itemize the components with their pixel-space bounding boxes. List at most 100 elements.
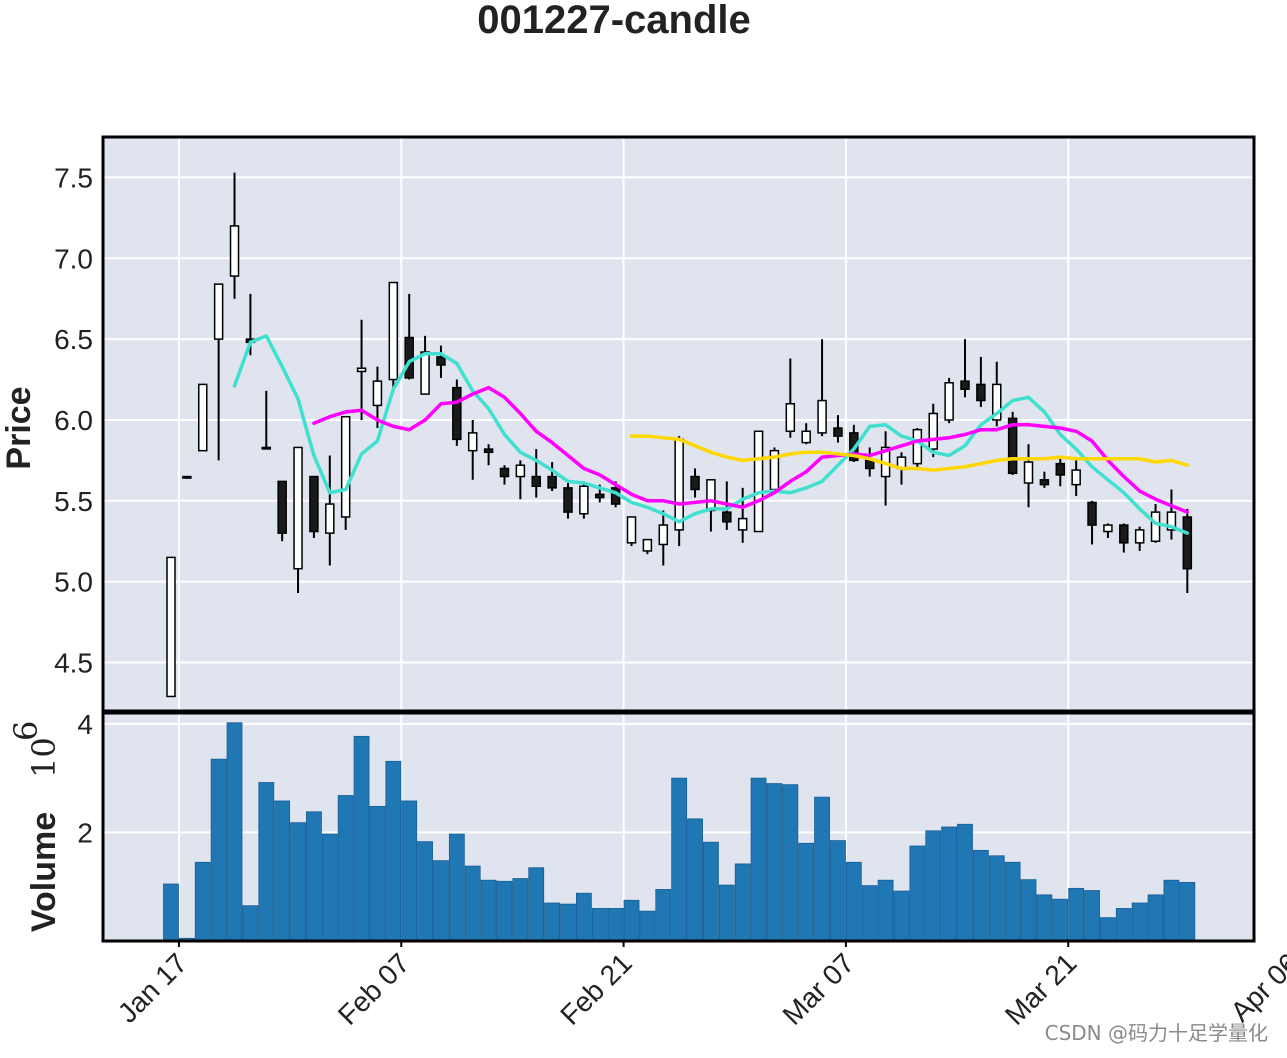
volume-bar [766, 783, 783, 942]
price-y-tick-label: 4.5 [54, 647, 93, 678]
candle-body-down [483, 448, 494, 454]
candle-body-up [420, 351, 430, 395]
candle [1119, 523, 1129, 553]
candle-body-up [928, 412, 938, 450]
price-vertical-gridlines [177, 137, 1070, 711]
candle [944, 377, 954, 424]
candle-body-up [706, 479, 716, 512]
candle [198, 383, 208, 452]
volume-bar [560, 903, 576, 942]
volume-bar [417, 841, 433, 942]
candle-body-down [690, 475, 700, 491]
volume-bar [464, 865, 481, 942]
candle-body-down [499, 467, 510, 478]
candle [483, 444, 494, 466]
volume-exponent-power: 6 [7, 721, 45, 741]
volume-bar [321, 833, 338, 942]
price-panel-frame [101, 135, 1256, 713]
volume-bar [353, 735, 370, 942]
candle-body-up [753, 430, 764, 533]
x-tick-label: Feb 21 [554, 947, 638, 1031]
candle [833, 415, 843, 443]
candle [912, 428, 923, 469]
candle-body-up [1071, 469, 1081, 486]
candle-body-up [944, 382, 954, 421]
moving-average-line [312, 385, 1190, 514]
candle [642, 538, 653, 555]
candle-body-down [1182, 516, 1193, 570]
volume-bar [544, 902, 561, 942]
candle [309, 475, 319, 538]
candle [737, 487, 748, 543]
candle [626, 516, 637, 547]
price-y-tick-label: 6.5 [54, 324, 93, 355]
volume-bar [226, 722, 243, 942]
volume-bar [258, 782, 275, 942]
candle [356, 319, 367, 420]
candle [1023, 444, 1034, 508]
price-y-tick-label: 5.5 [54, 486, 93, 517]
candle [325, 455, 335, 566]
candle-body-up [992, 383, 1002, 421]
candle-body-up [658, 524, 669, 546]
moving-average-line [629, 434, 1190, 472]
price-y-tick-label: 7.0 [54, 243, 93, 274]
volume-bar [1084, 890, 1100, 942]
volume-bar [401, 800, 418, 942]
x-tick-label: Mar 07 [777, 947, 861, 1031]
candle-body-up [1103, 524, 1113, 533]
volume-bar [845, 861, 862, 942]
volume-bar [290, 822, 306, 942]
candle [817, 339, 827, 437]
candle [769, 447, 780, 493]
volume-bar [433, 860, 449, 942]
candle [1134, 526, 1145, 551]
volume-bar [607, 908, 624, 942]
candle-body-up [912, 428, 923, 465]
candle-body-down [1055, 462, 1066, 476]
volume-y-tick-label: 4 [77, 709, 93, 740]
price-y-ticks: 4.5 5.0 5.5 6.0 6.5 7.0 7.5 [54, 162, 93, 678]
candle [1071, 460, 1081, 496]
chart-title: 001227-candle [477, 0, 751, 42]
candle-body-up [213, 283, 224, 340]
candle [674, 436, 684, 547]
volume-axis-label: Volume [25, 812, 63, 932]
candle-body-up [325, 503, 335, 534]
volume-bar [194, 861, 211, 942]
candle-body-up [1150, 511, 1161, 542]
volume-bar [972, 849, 989, 942]
candle [261, 390, 272, 450]
volume-bar [861, 885, 878, 942]
candle [658, 510, 669, 566]
volume-bar [750, 777, 767, 942]
price-axis-label: Price [0, 386, 38, 469]
candle-body-down [595, 493, 605, 499]
candle-body-up [642, 538, 653, 552]
volume-bar [941, 826, 958, 942]
candle-body-down [309, 475, 319, 533]
candle [515, 460, 526, 500]
volume-exponent-base: 10 [25, 737, 63, 778]
volume-bar [306, 811, 322, 942]
volume-bar [1147, 894, 1164, 942]
candle-body-down [960, 380, 970, 390]
volume-bar [1115, 908, 1132, 942]
candle [499, 465, 510, 485]
volume-bar [528, 867, 545, 942]
volume-bar [877, 879, 894, 942]
price-panel-background [103, 137, 1254, 711]
volume-bar [1068, 887, 1085, 942]
volume-bar [988, 855, 1005, 942]
x-tick-label: Apr 06 [1225, 947, 1287, 1027]
candle-body-up [674, 438, 684, 531]
candle-body-up [293, 446, 303, 570]
candle [801, 423, 811, 445]
moving-average-line [232, 334, 1190, 535]
candle-body-down [277, 480, 287, 534]
volume-bar [909, 845, 926, 942]
candle-body-up [388, 281, 399, 381]
candle [531, 449, 541, 498]
candle-body-up [340, 415, 351, 518]
